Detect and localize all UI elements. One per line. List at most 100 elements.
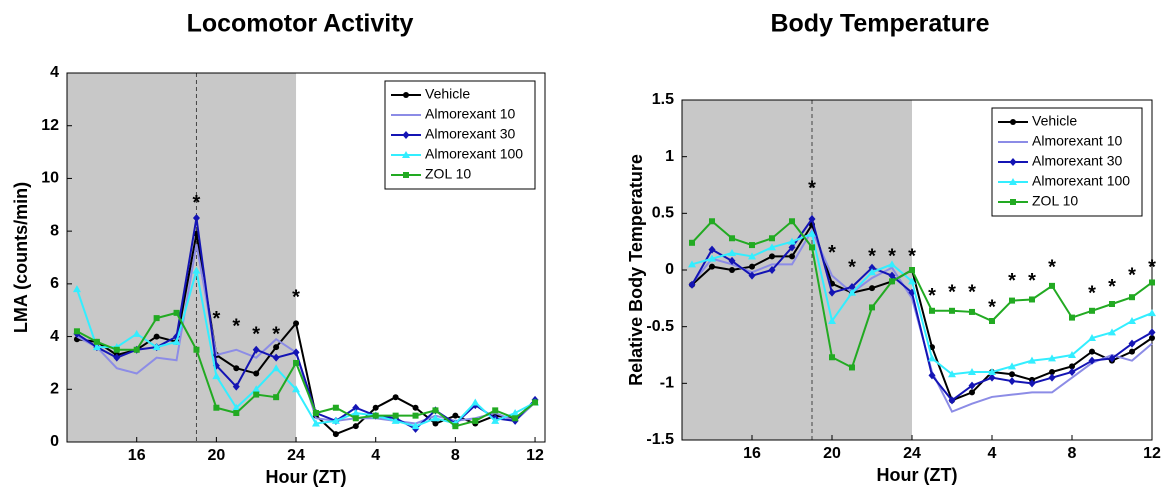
- marker: [292, 385, 301, 393]
- y-tick-label: 6: [50, 275, 59, 292]
- marker: [1008, 377, 1016, 386]
- marker: [848, 283, 856, 291]
- marker: [402, 151, 410, 158]
- marker: [512, 415, 519, 422]
- marker: [352, 403, 360, 412]
- marker: [153, 333, 160, 340]
- legend-label: Almorexant 100: [1032, 173, 1130, 189]
- legend-label: Almorexant 100: [425, 146, 523, 162]
- marker: [272, 353, 280, 362]
- marker: [273, 394, 280, 401]
- marker: [988, 368, 996, 375]
- x-tick-label: 4: [371, 447, 380, 464]
- marker: [1109, 301, 1115, 307]
- y-axis-label: LMA (counts/min): [11, 182, 31, 333]
- y-tick-label: 1: [665, 148, 674, 165]
- marker: [232, 403, 241, 411]
- marker: [888, 260, 896, 268]
- legend-label: Almorexant 10: [425, 106, 515, 122]
- legend-label: Almorexant 30: [1032, 153, 1122, 169]
- significance-mark: *: [888, 245, 896, 267]
- significance-mark: *: [948, 282, 956, 304]
- marker: [808, 215, 816, 223]
- chart-title: Locomotor Activity: [187, 10, 414, 38]
- marker: [868, 263, 876, 272]
- marker: [232, 382, 240, 391]
- marker: [1148, 328, 1156, 337]
- y-tick-label: -0.5: [646, 318, 674, 335]
- series-line: [691, 219, 1153, 369]
- marker: [948, 370, 956, 378]
- series-line: [691, 216, 1153, 402]
- series-line: [76, 233, 536, 436]
- marker: [1010, 119, 1016, 125]
- marker: [788, 237, 796, 245]
- marker: [729, 235, 735, 242]
- marker: [768, 266, 776, 274]
- x-tick-label: 24: [903, 445, 921, 462]
- legend-label: Almorexant 10: [1032, 133, 1122, 149]
- marker: [233, 410, 240, 417]
- marker: [928, 354, 936, 362]
- y-tick-label: 8: [50, 222, 59, 239]
- marker: [1009, 158, 1017, 166]
- marker: [511, 409, 520, 417]
- dark-period: [682, 100, 912, 440]
- marker: [172, 337, 181, 345]
- marker: [888, 271, 896, 280]
- marker: [868, 268, 876, 276]
- marker: [93, 338, 100, 345]
- x-tick-label: 20: [823, 445, 841, 462]
- marker: [352, 423, 359, 430]
- y-tick-label: 2: [50, 381, 59, 398]
- significance-mark: *: [848, 257, 856, 279]
- marker: [233, 365, 240, 372]
- legend-label: Vehicle: [425, 86, 470, 102]
- marker: [471, 398, 480, 406]
- marker: [969, 308, 975, 315]
- marker: [788, 243, 796, 252]
- marker: [1049, 282, 1055, 289]
- marker: [1029, 296, 1035, 303]
- marker: [1009, 297, 1015, 304]
- marker: [352, 415, 359, 422]
- marker: [432, 407, 439, 414]
- marker: [1048, 354, 1056, 362]
- marker: [848, 288, 856, 296]
- marker: [1069, 314, 1075, 321]
- x-tick-label: 8: [451, 447, 460, 464]
- series-line: [691, 222, 1153, 402]
- marker: [1009, 178, 1017, 185]
- marker: [708, 254, 716, 262]
- y-tick-label: 10: [41, 170, 59, 187]
- x-tick-label: 4: [988, 445, 997, 462]
- marker: [969, 389, 975, 396]
- marker: [929, 307, 935, 314]
- marker: [789, 253, 795, 260]
- marker: [1008, 362, 1016, 370]
- marker: [708, 245, 716, 254]
- marker: [411, 422, 420, 430]
- marker: [392, 394, 399, 401]
- marker: [212, 372, 221, 380]
- marker: [1068, 351, 1076, 358]
- marker: [431, 414, 440, 422]
- significance-mark: *: [252, 324, 260, 346]
- marker: [252, 345, 260, 354]
- legend-label: ZOL 10: [1032, 193, 1078, 209]
- chart-title: Body Temperature: [770, 10, 989, 38]
- subplot: Body Temperature Hour (ZT) Relative Body T…: [626, 10, 1161, 485]
- significance-mark: *: [292, 287, 300, 309]
- marker: [392, 412, 399, 419]
- dark-period: [67, 73, 297, 442]
- marker: [689, 239, 695, 246]
- marker: [1128, 317, 1136, 324]
- marker: [1049, 369, 1055, 375]
- y-tick-label: 0.5: [652, 205, 674, 222]
- marker: [748, 271, 756, 280]
- marker: [153, 315, 160, 322]
- marker: [1149, 279, 1155, 286]
- y-tick-label: 4: [50, 64, 59, 81]
- marker: [728, 249, 736, 256]
